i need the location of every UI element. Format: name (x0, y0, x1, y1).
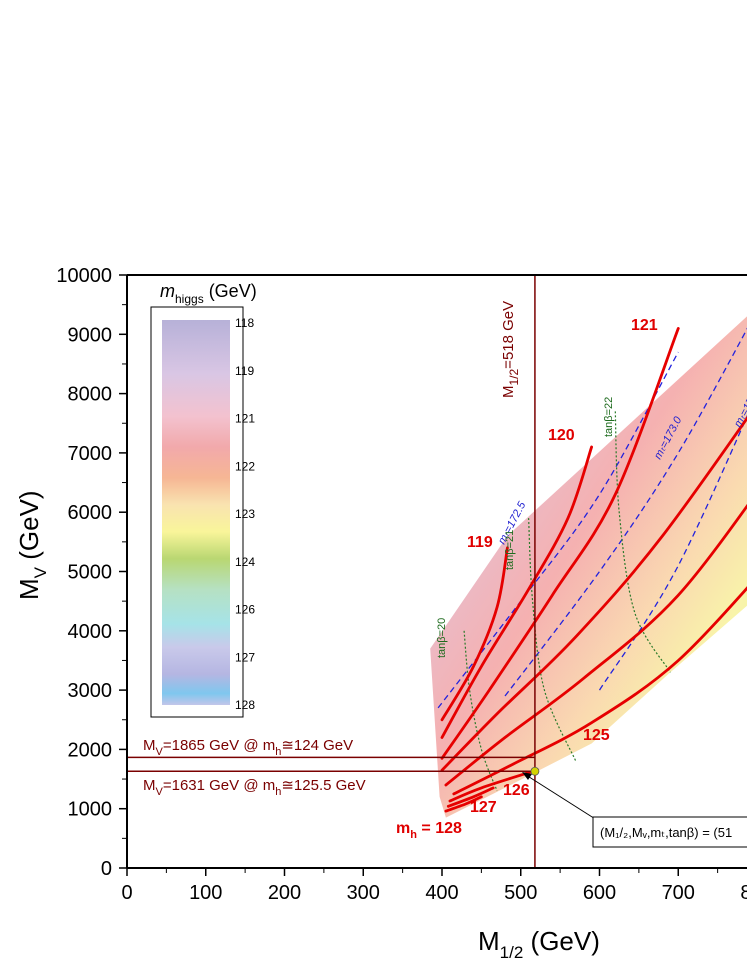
colorbar-label: 128 (235, 698, 255, 712)
higgs-contour-1 (440, 445, 593, 739)
x-tick-label: 500 (504, 882, 537, 904)
higgs-contour-7 (446, 786, 495, 808)
mt-contour-1 (504, 327, 747, 697)
colorbar-label: 122 (235, 459, 255, 473)
mh-128-label: mh = 128 (396, 820, 462, 841)
y-tick-label: 0 (101, 858, 112, 880)
colorbar-legend: mhiggs (GeV) 118 119 121 122 123 124 126 127 128 (150, 281, 257, 718)
tanb-contour-0 (463, 630, 498, 792)
tan-beta-contours (463, 411, 671, 792)
x-tick-label: 700 (662, 882, 695, 904)
tanb-label-22: tanβ=22 (603, 397, 615, 437)
annotation-arrow (525, 774, 601, 823)
higgs-contour-8 (444, 795, 483, 813)
annotation-arrowhead (522, 772, 532, 780)
y-tick-label: 5000 (68, 562, 113, 584)
x-tick-label: 600 (583, 882, 616, 904)
y-tick-label: 3000 (68, 680, 113, 702)
colorbar-label: 124 (235, 555, 255, 569)
y-tick-label: 6000 (68, 502, 113, 524)
x-tick-label: 300 (347, 882, 380, 904)
colorbar-labels: 118 119 121 122 123 124 126 127 128 (235, 316, 255, 712)
colorbar-label: 118 (235, 316, 254, 330)
y-tick-label: 4000 (68, 621, 113, 643)
y-axis-title: MV (GeV) (14, 490, 50, 600)
higgs-contour-3 (440, 415, 747, 772)
mv-1865-label: MV=1865 GeV @ mh≅124 GeV (143, 737, 353, 758)
x-axis-title: M1/2 (GeV) (478, 926, 600, 962)
x-tick-label: 800 (740, 882, 747, 904)
y-tick-label: 9000 (68, 324, 113, 346)
tanb-contour-2 (614, 411, 671, 673)
higgs-contour-4 (444, 503, 747, 787)
x-tick-label: 400 (425, 882, 458, 904)
x-tick-label: 100 (189, 882, 222, 904)
vertical-line-label: M1/2=518 GeV (500, 301, 521, 398)
colorbar-label: 127 (235, 650, 255, 664)
higgs-label-119: 119 (467, 534, 493, 551)
higgs-contour-6 (448, 768, 538, 803)
y-tick-label: 2000 (68, 739, 113, 761)
annotation-box (592, 816, 747, 848)
y-tick-label: 8000 (68, 384, 113, 406)
allowed-region (430, 316, 747, 818)
x-tick-label: 0 (121, 882, 132, 904)
colorbar-title: mhiggs (GeV) (160, 281, 257, 306)
higgs-label-125: 125 (583, 727, 610, 744)
tanb-label-21: tanβ=21 (504, 530, 516, 570)
higgs-label-120: 120 (548, 427, 575, 444)
colorbar-label: 119 (235, 364, 254, 378)
higgs-contour-0 (440, 546, 509, 722)
colorbar-label: 126 (235, 603, 255, 617)
colorbar-strip (162, 320, 230, 705)
higgs-label-121: 121 (631, 317, 658, 334)
y-tick-label: 7000 (68, 443, 113, 465)
selected-point (530, 766, 540, 776)
colorbar-label: 123 (235, 507, 255, 521)
tanb-label-20: tanβ=20 (436, 618, 448, 658)
higgs-label-126: 126 (503, 782, 530, 799)
higgs-mass-contours (440, 327, 747, 813)
y-tick-label: 1000 (68, 799, 113, 821)
colorbar-label: 121 (235, 412, 255, 426)
mt-contour-2 (598, 414, 747, 691)
annotation-text: (M₁/₂,Mᵥ,mₜ,tanβ) = (51 (600, 825, 732, 840)
axis-ticks: 0100200300400500600700800010002000300040… (56, 265, 747, 904)
higgs-contour-2 (440, 327, 680, 760)
mv-1631-label: MV=1631 GeV @ mh≅125.5 GeV (143, 777, 366, 798)
x-tick-label: 200 (268, 882, 301, 904)
higgs-label-127: 127 (470, 799, 497, 816)
y-tick-label: 10000 (56, 265, 112, 287)
